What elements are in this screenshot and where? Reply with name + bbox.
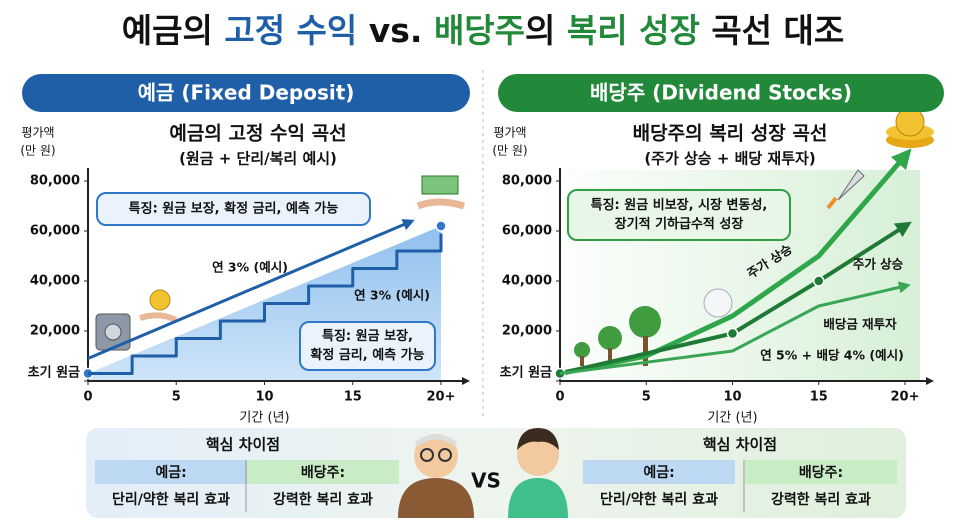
main-title: 예금의 고정 수익 vs. 배당주의 복리 성장 곡선 대조 xyxy=(122,11,845,50)
safe-icon xyxy=(95,313,131,351)
table-header-cell xyxy=(745,460,897,484)
table-cell: 강력한 복리 효과 xyxy=(273,491,373,508)
y-axis-label: 평가액 xyxy=(21,126,54,140)
callout-text: 특징: 원금 보장, 확정 금리, 예측 가능 xyxy=(129,201,339,217)
x-axis-label: 기간 (년) xyxy=(707,411,757,426)
callout-text: 장기적 기하급수적 성장 xyxy=(615,216,744,232)
y-axis-label: (만 원) xyxy=(20,144,55,158)
annotation: 연 3% (예시) xyxy=(354,288,430,303)
table-cell: 강력한 복리 효과 xyxy=(771,491,871,508)
table-header-cell xyxy=(95,460,247,484)
panel-header-text: 배당주 (Dividend Stocks) xyxy=(590,81,852,105)
y-tick-label: 80,000 xyxy=(30,174,80,189)
title-part: vs. xyxy=(357,11,434,50)
elder-icon xyxy=(398,434,474,518)
title-part: 고정 수익 xyxy=(224,11,357,50)
x-axis-label: 기간 (년) xyxy=(239,411,289,426)
comparison-bg xyxy=(86,428,906,518)
panel-header xyxy=(498,74,944,112)
point xyxy=(813,275,825,287)
callout-box xyxy=(567,189,791,241)
title-part: 복리 성장 xyxy=(567,11,700,50)
trees-icon xyxy=(574,306,661,366)
vs-label: VS xyxy=(471,469,501,493)
x-tick-label: 20+ xyxy=(427,390,456,405)
chart-title: 배당주의 복리 성장 곡선 xyxy=(633,123,828,145)
y-tick-label: 60,000 xyxy=(502,224,552,239)
title-part: 예금의 xyxy=(122,11,225,50)
y-axis-label: (만 원) xyxy=(492,144,527,158)
table-header: 예금: xyxy=(155,465,186,481)
series-line xyxy=(559,281,911,375)
x-tick-label: 15 xyxy=(344,390,362,405)
point xyxy=(435,220,447,232)
callout-text: 확정 금리, 예측 가능 xyxy=(310,347,424,363)
callout-box xyxy=(96,192,371,226)
table-header: 배당주: xyxy=(301,464,345,481)
y-tick-label: 40,000 xyxy=(30,274,80,289)
table-cell: 단리/약한 복리 효과 xyxy=(600,491,718,508)
y-tick-label: 60,000 xyxy=(30,224,80,239)
y-axis-label: 평가액 xyxy=(493,126,526,140)
coins-icon xyxy=(886,107,934,148)
annotation: 주가 상승 xyxy=(853,257,904,272)
title-part: 배당주 xyxy=(434,11,525,50)
callout-text: 특징: 원금 비보장, 시장 변동성, xyxy=(591,197,768,213)
table-header: 예금: xyxy=(643,465,674,481)
series-line xyxy=(87,219,415,360)
y-tick-label: 초기 원금 xyxy=(28,366,80,381)
y-tick-label: 40,000 xyxy=(502,274,552,289)
snowball-icon xyxy=(703,288,733,318)
y-tick-label: 초기 원금 xyxy=(500,366,552,381)
annotation: 배당금 재투자 xyxy=(823,317,897,332)
chart-subtitle: (원금 + 단리/복리 예시) xyxy=(179,150,337,168)
table-header-cell xyxy=(247,460,399,484)
x-tick-label: 15 xyxy=(810,390,828,405)
title-part: 의 xyxy=(525,11,567,50)
table-cell: 단리/약한 복리 효과 xyxy=(112,491,230,508)
comparison-title: 핵심 차이점 xyxy=(703,436,777,454)
panel-header-text: 예금 (Fixed Deposit) xyxy=(138,81,355,105)
annotation: 연 3% (예시) xyxy=(212,260,288,275)
rocket-icon xyxy=(826,169,865,210)
coin-icon xyxy=(139,289,178,323)
x-tick-label: 0 xyxy=(83,390,92,405)
comparison-title: 핵심 차이점 xyxy=(206,436,280,454)
x-tick-label: 20+ xyxy=(891,390,920,405)
x-tick-label: 10 xyxy=(723,390,741,405)
series-line xyxy=(88,233,443,375)
y-tick-label: 20,000 xyxy=(502,324,552,339)
chart-title: 예금의 고정 수익 곡선 xyxy=(169,123,346,145)
table-header: 배당주: xyxy=(799,464,843,481)
x-tick-label: 5 xyxy=(642,390,651,405)
callout-box xyxy=(299,321,436,371)
annotation: 연 5% + 배당 4% (예시) xyxy=(760,348,904,363)
point xyxy=(726,327,739,340)
y-tick-label: 80,000 xyxy=(502,174,552,189)
x-tick-label: 5 xyxy=(172,390,181,405)
chart-subtitle: (주가 상승 + 배당 재투자) xyxy=(644,150,815,168)
panel-header xyxy=(22,74,470,112)
title-part: 곡선 대조 xyxy=(700,11,844,50)
callout-text: 특징: 원금 보장, xyxy=(322,328,413,344)
money-icon xyxy=(416,175,466,210)
y-tick-label: 20,000 xyxy=(30,324,80,339)
x-tick-label: 10 xyxy=(255,390,273,405)
x-tick-label: 0 xyxy=(555,390,564,405)
table-header-cell xyxy=(583,460,735,484)
series-line xyxy=(559,221,912,376)
youth-icon xyxy=(508,428,568,518)
